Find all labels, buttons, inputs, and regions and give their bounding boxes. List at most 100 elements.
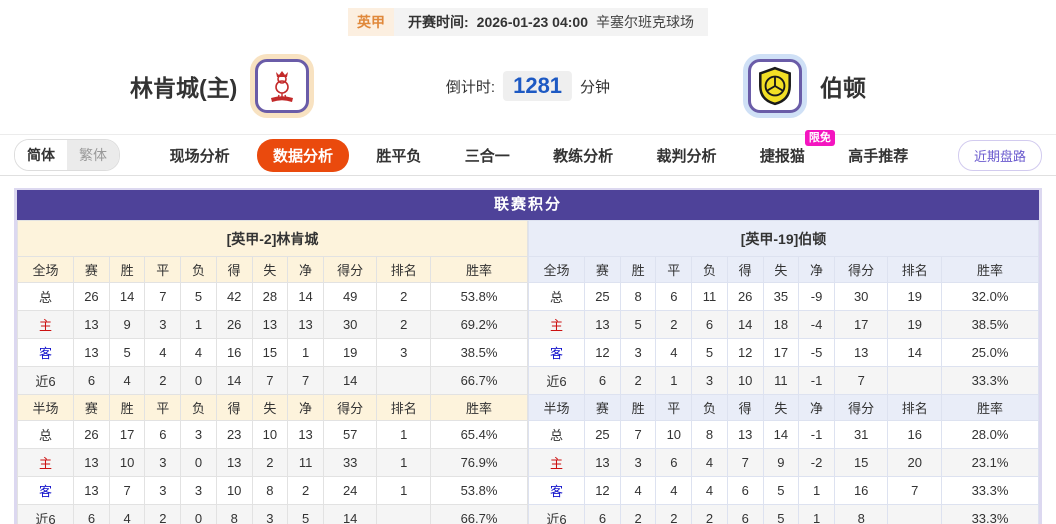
stat-cell: 65.4% <box>430 420 528 449</box>
stat-cell: 8 <box>215 504 253 524</box>
column-header-cell: 得分 <box>322 394 378 421</box>
column-header-cell: 排名 <box>887 256 942 283</box>
stats-row: 近6 6 2 2 2 6 5 1 8 33.3% <box>527 504 1039 524</box>
stat-cell: 3 <box>619 338 657 367</box>
recent-trends-button[interactable]: 近期盘路 <box>957 139 1042 171</box>
column-header-cell: 失 <box>762 256 800 283</box>
stat-cell: 8 <box>619 282 657 311</box>
stat-cell: 25 <box>584 420 621 449</box>
stat-cell: 1 <box>376 448 431 477</box>
stat-cell: 4 <box>655 476 693 505</box>
kickoff-time: 2026-01-23 04:00 <box>476 14 588 30</box>
stat-cell: 7 <box>887 476 942 505</box>
stat-cell: 5 <box>762 476 800 505</box>
stats-row: 主 13 9 3 1 26 13 13 30 2 69.2% <box>16 310 528 339</box>
stat-cell: 2 <box>619 504 657 524</box>
venue-name: 辛塞尔班克球场 <box>595 14 694 30</box>
column-header-cell: 失 <box>251 394 289 421</box>
nav-tab-1[interactable]: 现场分析 <box>169 147 230 165</box>
stat-cell: 76.9% <box>430 448 528 477</box>
stat-cell <box>887 366 942 395</box>
lang-traditional[interactable]: 繁体 <box>67 140 119 170</box>
stat-cell: 28 <box>251 282 289 311</box>
standings-title: 联赛积分 <box>17 190 1039 220</box>
stat-cell: 14 <box>726 310 764 339</box>
stat-cell: 20 <box>887 448 942 477</box>
nav-tab-3[interactable]: 胜平负 <box>376 147 422 165</box>
away-standings-table: [英甲-19]伯顿 全场赛胜平负得失净得分 排名 胜率总 25 8 6 11 26 35 -9 30 1… <box>527 220 1039 524</box>
home-team-header: [英甲-2]林肯城 <box>17 220 528 257</box>
stat-cell: 11 <box>691 282 728 311</box>
column-header-cell: 赛 <box>584 256 621 283</box>
stats-row: 总 26 17 6 3 23 10 13 57 1 65.4% <box>16 420 528 449</box>
stat-cell: 5 <box>180 282 217 311</box>
stat-cell: 25.0% <box>941 338 1039 367</box>
stats-row: 近6 6 4 2 0 8 3 5 14 66.7% <box>16 504 528 524</box>
league-badge[interactable]: 英甲 <box>348 8 394 36</box>
home-team-logo-icon <box>255 59 310 113</box>
row-label-cell: 主 <box>527 448 586 477</box>
nav-tab-8[interactable]: 高手推荐 <box>848 147 909 165</box>
teams-header: 林肯城(主) 倒计时: 1281 分钟 伯顿 <box>0 44 1056 128</box>
nav-tab-4[interactable]: 三合一 <box>464 147 510 165</box>
stat-cell: -5 <box>798 338 835 367</box>
stat-cell: 5 <box>287 504 324 524</box>
stat-cell: 33.3% <box>941 504 1039 524</box>
stat-cell: 3 <box>180 476 217 505</box>
stat-cell: 13 <box>73 448 110 477</box>
stat-cell: 12 <box>584 476 621 505</box>
row-label-cell: 客 <box>527 338 586 367</box>
row-label-cell: 客 <box>527 476 586 505</box>
stat-cell: 12 <box>584 338 621 367</box>
stat-cell: 23 <box>215 420 253 449</box>
nav-tab-2[interactable]: 数据分析 <box>257 138 350 172</box>
nav-tab-5[interactable]: 教练分析 <box>553 147 614 165</box>
stats-row: 客 13 5 4 4 16 15 1 19 3 38.5% <box>16 338 528 367</box>
stat-cell: 7 <box>108 476 146 505</box>
stats-row: 总 26 14 7 5 42 28 14 49 2 53.8% <box>16 282 528 311</box>
stat-cell: 33 <box>322 448 378 477</box>
stat-cell: 10 <box>108 448 146 477</box>
stat-cell: 6 <box>726 476 764 505</box>
stat-cell: 66.7% <box>430 504 528 524</box>
column-header-cell: 胜 <box>619 256 657 283</box>
row-label-cell: 主 <box>16 310 75 339</box>
stat-cell: 1 <box>798 476 835 505</box>
column-header-cell: 得分 <box>833 256 889 283</box>
column-header-cell: 赛 <box>584 394 621 421</box>
stat-cell: 18 <box>762 310 800 339</box>
stat-cell: 6 <box>73 366 110 395</box>
nav-tab-7[interactable]: 捷报猫 限免 <box>744 129 835 172</box>
stat-cell: 2 <box>619 366 657 395</box>
countdown-label: 倒计时: <box>445 78 496 96</box>
stat-cell: 4 <box>691 448 728 477</box>
row-label-cell: 主 <box>527 310 586 339</box>
countdown-unit: 分钟 <box>580 78 611 96</box>
column-header-cell: 胜 <box>108 256 146 283</box>
column-header-cell: 全场 <box>527 256 586 283</box>
nav-tab-6[interactable]: 裁判分析 <box>656 147 717 165</box>
row-label-cell: 总 <box>16 420 75 449</box>
row-label-cell: 近6 <box>527 366 586 395</box>
stat-cell: 14 <box>287 282 324 311</box>
stat-cell: 8 <box>833 504 889 524</box>
stat-cell: 7 <box>619 420 657 449</box>
home-team: 林肯城(主) <box>130 59 310 113</box>
stat-cell: 19 <box>887 282 942 311</box>
stats-row: 主 13 10 3 0 13 2 11 33 1 76.9% <box>16 448 528 477</box>
stat-cell: -1 <box>798 366 835 395</box>
column-header-cell: 净 <box>798 394 835 421</box>
stat-cell: 3 <box>144 448 182 477</box>
stat-cell: 1 <box>655 366 693 395</box>
stat-cell <box>376 366 431 395</box>
analysis-navbar: 简体 繁体 现场分析 数据分析 胜平负 三合一 教练分析 裁判分析 捷报猫 限免 高手推荐 近期… <box>0 129 1056 176</box>
stat-cell: 33.3% <box>941 476 1039 505</box>
kickoff-strip: 开赛时间: 2026-01-23 04:00 辛塞尔班克球场 <box>394 8 708 36</box>
stat-cell: 30 <box>833 282 889 311</box>
stat-cell: 6 <box>73 504 110 524</box>
stat-cell: 13 <box>73 338 110 367</box>
stat-cell: 15 <box>833 448 889 477</box>
lang-simplified[interactable]: 简体 <box>15 140 67 170</box>
stat-cell: 26 <box>215 310 253 339</box>
stat-cell: 33.3% <box>941 366 1039 395</box>
